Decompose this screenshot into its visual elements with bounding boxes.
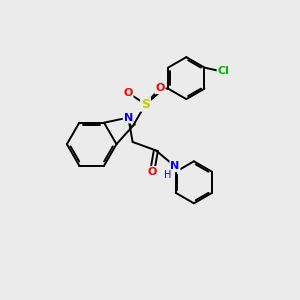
Text: O: O: [123, 88, 133, 98]
Text: Cl: Cl: [218, 66, 230, 76]
Text: N: N: [124, 112, 133, 122]
Text: O: O: [155, 83, 165, 93]
Text: N: N: [170, 161, 179, 171]
Text: S: S: [141, 98, 150, 111]
Text: H: H: [164, 170, 171, 180]
Text: O: O: [147, 167, 157, 177]
